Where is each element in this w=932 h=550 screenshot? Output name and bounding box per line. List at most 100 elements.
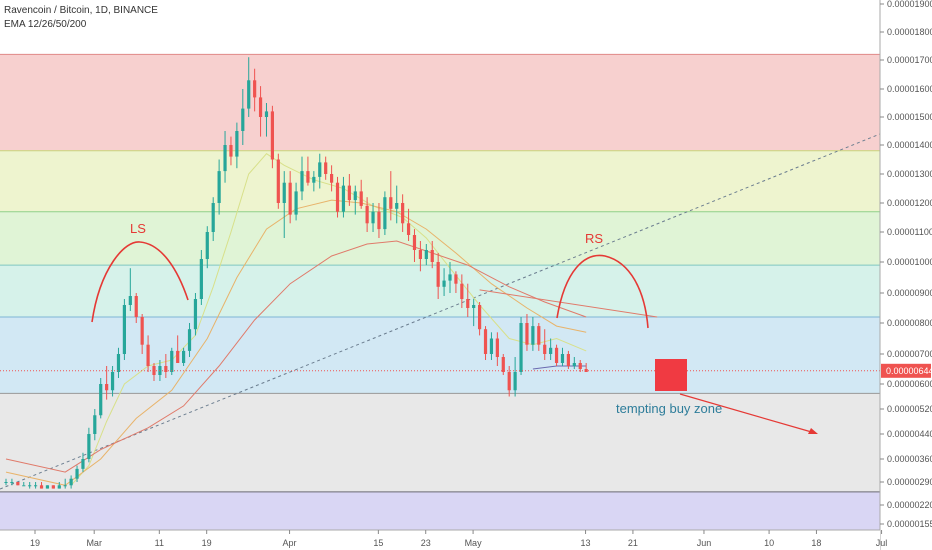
candle-body bbox=[282, 182, 286, 203]
right-shoulder-label: RS bbox=[585, 231, 603, 246]
candle-body bbox=[543, 344, 547, 354]
candle-body bbox=[164, 366, 168, 372]
time-tick-label: 10 bbox=[764, 538, 774, 548]
price-tick-label: 0.00001600 bbox=[887, 84, 932, 94]
arrow-line bbox=[679, 393, 816, 434]
price-zone-4 bbox=[0, 265, 880, 317]
candle-body bbox=[69, 478, 73, 486]
candle-body bbox=[152, 366, 156, 375]
candle-body bbox=[578, 363, 582, 369]
price-tick-label: 0.00000600 bbox=[887, 379, 932, 389]
indicator-label: EMA 12/26/50/200 bbox=[4, 19, 87, 30]
price-tick-label: 0.00001100 bbox=[887, 227, 932, 237]
candle-body bbox=[519, 323, 523, 372]
candle-body bbox=[436, 262, 440, 287]
time-tick-label: Apr bbox=[283, 538, 297, 548]
candle-body bbox=[4, 482, 8, 483]
candle-body bbox=[128, 296, 132, 305]
candle-body bbox=[412, 235, 417, 250]
candle-body bbox=[294, 191, 298, 215]
candle-body bbox=[34, 485, 38, 487]
price-zone-7 bbox=[0, 491, 880, 532]
candle-body bbox=[270, 111, 274, 160]
candle-body bbox=[549, 347, 553, 354]
candle-body bbox=[10, 482, 14, 483]
candle-body bbox=[318, 162, 322, 177]
ema-line bbox=[5, 199, 587, 486]
left-shoulder-arc bbox=[91, 241, 189, 323]
candle-body bbox=[81, 459, 85, 469]
price-tick-label: 0.00001000 bbox=[887, 257, 932, 267]
price-tick-label: 0.00000440 bbox=[887, 429, 932, 439]
candle-body bbox=[525, 323, 529, 345]
candle-body bbox=[264, 111, 269, 117]
price-zone-3 bbox=[0, 211, 880, 266]
candle-body bbox=[300, 171, 304, 192]
price-tick-label: 0.00001900 bbox=[887, 0, 932, 9]
price-tick-label: 0.00000520 bbox=[887, 404, 932, 414]
candle-body bbox=[93, 415, 97, 434]
candle-body bbox=[418, 250, 422, 259]
time-tick-label: 13 bbox=[581, 538, 591, 548]
last-price-badge bbox=[881, 363, 931, 378]
candle-body bbox=[495, 338, 499, 357]
left-shoulder-label: LS bbox=[130, 221, 146, 236]
candle-body bbox=[507, 372, 511, 391]
candle-body bbox=[99, 384, 103, 416]
arrow-head bbox=[808, 428, 818, 434]
candle-body bbox=[377, 211, 381, 230]
candle-body bbox=[383, 197, 387, 230]
candle-body bbox=[87, 434, 91, 459]
candle-body bbox=[22, 485, 26, 487]
candle-body bbox=[554, 347, 559, 363]
candle-body bbox=[57, 485, 61, 489]
price-zone-5 bbox=[0, 317, 880, 394]
candle-body bbox=[247, 80, 251, 109]
price-tick-label: 0.00000900 bbox=[887, 288, 932, 298]
candle-body bbox=[501, 357, 505, 372]
symbol-title: Ravencoin / Bitcoin, 1D, BINANCE bbox=[4, 5, 158, 16]
candle-body bbox=[472, 305, 476, 308]
price-tick-label: 0.00001500 bbox=[887, 112, 932, 122]
buy-zone-box bbox=[655, 359, 687, 391]
candle-body bbox=[187, 329, 192, 351]
candle-body bbox=[466, 299, 470, 308]
candle-body bbox=[258, 97, 263, 117]
candle-body bbox=[110, 372, 115, 391]
candle-body bbox=[531, 326, 535, 345]
price-axis-background bbox=[880, 0, 932, 550]
candle-body bbox=[288, 182, 292, 215]
price-tick-label: 0.00001700 bbox=[887, 55, 932, 65]
time-tick-label: Jul bbox=[876, 538, 888, 548]
ema-line bbox=[70, 153, 587, 486]
time-tick-label: 18 bbox=[811, 538, 821, 548]
candle-body bbox=[45, 485, 50, 489]
candle-body bbox=[140, 317, 144, 345]
candle-body bbox=[566, 354, 570, 366]
candle-body bbox=[134, 296, 138, 317]
candle-body bbox=[371, 211, 375, 224]
time-tick-label: 23 bbox=[421, 538, 431, 548]
candle-body bbox=[312, 176, 316, 183]
chart-header: Ravencoin / Bitcoin, 1D, BINANCE EMA 12/… bbox=[4, 4, 158, 32]
candle-body bbox=[63, 485, 67, 487]
candle-body bbox=[182, 350, 186, 363]
price-zone-1 bbox=[0, 54, 880, 151]
candle-body bbox=[170, 350, 174, 372]
candle-body bbox=[406, 223, 411, 235]
candle-body bbox=[560, 354, 565, 363]
candle-body bbox=[448, 274, 452, 281]
price-tick-label: 0.00000800 bbox=[887, 318, 932, 328]
price-tick-label: 0.00001400 bbox=[887, 140, 932, 150]
price-tick-label: 0.00000155 bbox=[887, 519, 932, 529]
candle-body bbox=[51, 485, 55, 489]
candle-body bbox=[489, 338, 494, 354]
candle-body bbox=[401, 203, 405, 224]
candle-body bbox=[424, 250, 428, 259]
candle-body bbox=[460, 283, 464, 299]
candle-body bbox=[146, 344, 150, 366]
candle-body bbox=[199, 259, 203, 299]
candle-body bbox=[306, 171, 310, 183]
time-tick-label: Mar bbox=[86, 538, 102, 548]
